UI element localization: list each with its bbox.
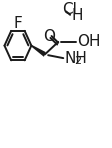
Polygon shape [31,45,46,57]
Text: F: F [14,16,22,31]
Text: Cl: Cl [62,2,77,17]
Text: 2: 2 [74,56,81,66]
Text: NH: NH [64,51,87,66]
Text: H: H [72,8,83,23]
Text: OH: OH [77,34,100,49]
Text: O: O [43,29,55,44]
